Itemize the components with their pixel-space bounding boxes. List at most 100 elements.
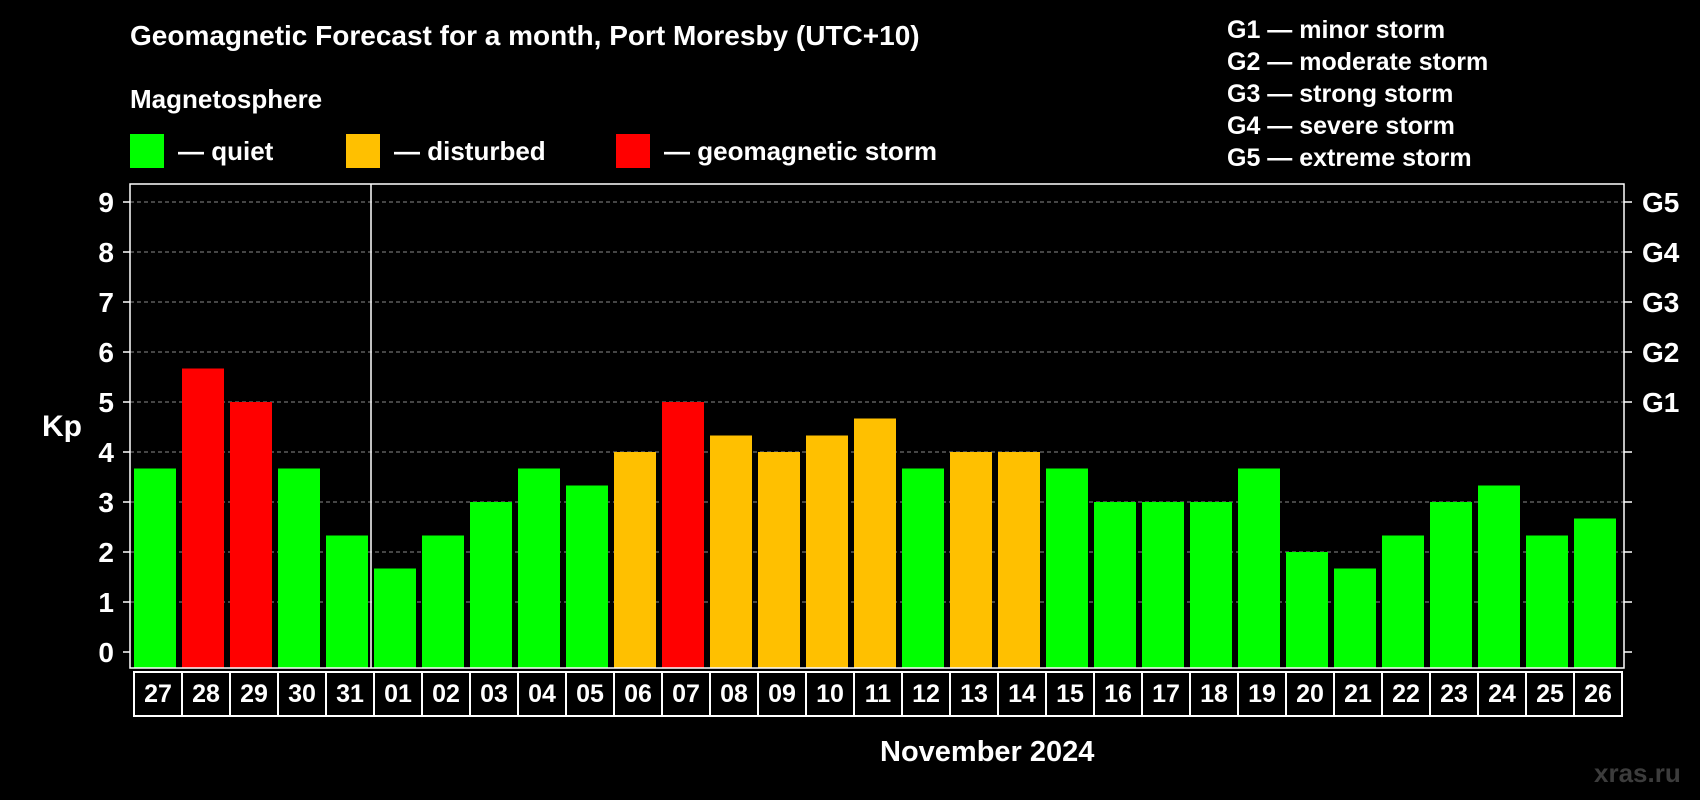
y-tick-label-3: 3 (98, 487, 114, 518)
date-labels-frame (133, 671, 1623, 717)
g-level-label-g1: G1 (1642, 387, 1679, 418)
legend-swatch-quiet (130, 134, 164, 168)
x-tick-label-14: 14 (1008, 680, 1036, 708)
legend-label-disturbed: — disturbed (394, 135, 546, 166)
bar-25 (1526, 535, 1568, 668)
bar-10 (806, 435, 848, 668)
y-tick-label-2: 2 (98, 537, 114, 568)
x-tick-label-02: 02 (432, 680, 460, 708)
x-tick-label-25: 25 (1536, 680, 1564, 708)
y-axis-label: Kp (42, 410, 82, 443)
g-scale-g2: G2 — moderate storm (1227, 48, 1489, 76)
bar-28 (182, 368, 224, 668)
bar-12 (902, 468, 944, 668)
y-tick-label-8: 8 (98, 237, 114, 268)
x-tick-label-12: 12 (912, 680, 940, 708)
bar-20 (1286, 552, 1328, 668)
bar-24 (1478, 485, 1520, 668)
bar-27 (134, 468, 176, 668)
y-tick-label-6: 6 (98, 337, 114, 368)
bar-14 (998, 452, 1040, 668)
bar-09 (758, 452, 800, 668)
x-tick-label-09: 09 (768, 680, 796, 708)
legend-label-storm: — geomagnetic storm (664, 135, 938, 166)
x-tick-label-20: 20 (1296, 680, 1324, 708)
x-tick-label-04: 04 (528, 680, 556, 708)
plot-frame (129, 183, 1625, 669)
bar-22 (1382, 535, 1424, 668)
bar-21 (1334, 568, 1376, 668)
y-tick-label-1: 1 (98, 587, 114, 618)
g-level-label-g2: G2 (1642, 337, 1679, 368)
bar-16 (1094, 502, 1136, 668)
x-tick-label-28: 28 (192, 680, 220, 708)
y-tick-label-7: 7 (98, 287, 114, 318)
g-level-label-g3: G3 (1642, 287, 1679, 318)
x-tick-label-29: 29 (240, 680, 268, 708)
bar-01 (374, 568, 416, 668)
bar-03 (470, 502, 512, 668)
x-tick-label-30: 30 (288, 680, 316, 708)
bar-02 (422, 535, 464, 668)
x-tick-label-31: 31 (336, 680, 364, 708)
x-tick-label-21: 21 (1344, 680, 1372, 708)
x-tick-label-24: 24 (1488, 680, 1516, 708)
x-tick-label-05: 05 (576, 680, 604, 708)
legend-label-quiet: — quiet (178, 135, 274, 166)
bar-26 (1574, 518, 1616, 668)
x-tick-label-10: 10 (816, 680, 844, 708)
x-tick-label-06: 06 (624, 680, 652, 708)
legend-swatch-disturbed (346, 134, 380, 168)
x-tick-label-15: 15 (1056, 680, 1084, 708)
g-scale-g3: G3 — strong storm (1227, 80, 1454, 108)
bar-18 (1190, 502, 1232, 668)
legend-item-storm: — geomagnetic storm (616, 134, 937, 168)
bar-19 (1238, 468, 1280, 668)
legend-item-quiet: — quiet (130, 134, 273, 168)
bar-17 (1142, 502, 1184, 668)
x-tick-label-01: 01 (384, 680, 412, 708)
x-tick-label-22: 22 (1392, 680, 1420, 708)
g-scale-g5: G5 — extreme storm (1227, 144, 1472, 172)
legend-item-disturbed: — disturbed (346, 134, 546, 168)
y-tick-label-5: 5 (98, 387, 114, 418)
x-tick-label-03: 03 (480, 680, 508, 708)
x-tick-label-27: 27 (144, 680, 172, 708)
chart-title: Geomagnetic Forecast for a month, Port M… (130, 20, 920, 51)
watermark: xras.ru (1594, 758, 1681, 788)
g-scale-legend: G1 — minor storm G2 — moderate storm G3 … (1227, 14, 1488, 174)
g-level-label-g5: G5 (1642, 187, 1679, 218)
x-tick-label-11: 11 (865, 680, 892, 708)
x-tick-label-07: 07 (672, 680, 700, 708)
x-tick-label-19: 19 (1248, 680, 1276, 708)
g-scale-g4: G4 — severe storm (1227, 112, 1455, 140)
g-scale-g1: G1 — minor storm (1227, 16, 1446, 44)
bar-06 (614, 452, 656, 668)
bar-29 (230, 402, 272, 668)
legend-heading: Magnetosphere (130, 84, 323, 114)
bar-05 (566, 485, 608, 668)
x-tick-label-17: 17 (1152, 680, 1180, 708)
bar-04 (518, 468, 560, 668)
x-tick-label-13: 13 (960, 680, 988, 708)
x-axis-label: November 2024 (880, 736, 1095, 768)
bar-23 (1430, 502, 1472, 668)
x-tick-label-16: 16 (1104, 680, 1132, 708)
bar-31 (326, 535, 368, 668)
y-tick-label-0: 0 (98, 637, 114, 668)
bar-13 (950, 452, 992, 668)
y-tick-label-9: 9 (98, 187, 114, 218)
x-tick-label-18: 18 (1200, 680, 1228, 708)
x-tick-label-08: 08 (720, 680, 748, 708)
g-level-label-g4: G4 (1642, 237, 1680, 268)
x-tick-label-26: 26 (1584, 680, 1612, 708)
bar-30 (278, 468, 320, 668)
bar-15 (1046, 468, 1088, 668)
x-tick-label-23: 23 (1440, 680, 1468, 708)
y-tick-label-4: 4 (98, 437, 114, 468)
bar-07 (662, 402, 704, 668)
legend-swatch-storm (616, 134, 650, 168)
bar-08 (710, 435, 752, 668)
bar-11 (854, 418, 896, 668)
